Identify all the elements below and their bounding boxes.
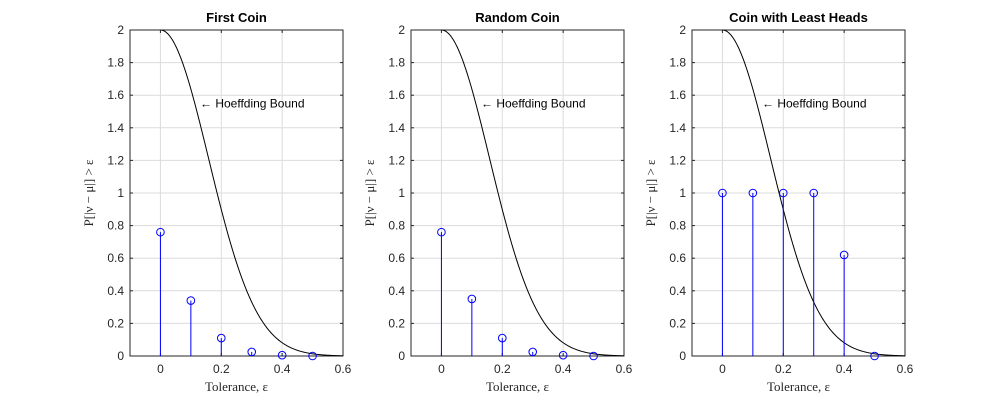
stem-marker	[870, 351, 879, 361]
x-tick-label: 0.6	[897, 362, 914, 376]
y-tick-label: 1.2	[388, 153, 405, 167]
y-tick-label: 2	[117, 23, 124, 37]
stem-marker	[156, 227, 165, 237]
y-tick-label: 0	[117, 349, 124, 363]
x-tick-label: 0.2	[494, 362, 511, 376]
y-tick-label: 1.2	[107, 153, 124, 167]
y-axis-label: P[|ν − μ|] > ε	[362, 159, 377, 227]
y-tick-label: 0.4	[107, 284, 124, 298]
stem-marker	[247, 347, 257, 357]
x-tick-label: 0	[438, 362, 445, 376]
y-tick-label: 1.6	[388, 88, 405, 102]
stem-marker	[308, 351, 317, 361]
chart-panel-3: 0 0.2 0.4 0.6 0 0.2 0.4 0.6 0.8 1 1.2 1.4 1.6 1.8 2 ← H…	[643, 10, 914, 394]
y-tick-label: 0	[398, 349, 405, 363]
chart-panel-2: 0 0.2 0.4 0.6 0 0.2 0.4 0.6 0.8 1 1.2 1.4 1.6 1.8 2 ← H…	[362, 10, 633, 394]
y-axis-label: P[|ν − μ|] > ε	[643, 159, 658, 227]
chart-panel-1: 0 0.2 0.4 0.6 0 0.2 0.4 0.6 0.8 1 1.2 1.4 1.6 1.8 2 ← H…	[81, 10, 352, 394]
x-tick-label: 0.6	[616, 362, 633, 376]
x-axis-label: Tolerance, ε	[205, 379, 269, 394]
y-tick-label: 1.8	[107, 56, 124, 70]
y-tick-label: 0.2	[107, 316, 124, 330]
stem-marker	[277, 350, 287, 360]
stem-marker	[558, 350, 568, 360]
x-tick-label: 0	[157, 362, 164, 376]
x-tick-label: 0.2	[213, 362, 230, 376]
y-tick-label: 1	[117, 186, 124, 200]
stem-marker	[216, 333, 226, 343]
y-tick-label: 1.4	[388, 121, 405, 135]
y-tick-label: 0.4	[669, 284, 686, 298]
hoeffding-bound-curve	[441, 29, 625, 357]
y-tick-label: 0.6	[669, 251, 686, 265]
hoeffding-annotation: ← Hoeffding Bound	[200, 96, 305, 110]
stem-marker	[497, 333, 507, 343]
stem-marker	[718, 188, 727, 198]
y-tick-label: 1	[679, 186, 686, 200]
y-tick-label: 0.8	[669, 219, 686, 233]
y-tick-label: 0.6	[107, 251, 124, 265]
stem-marker	[437, 227, 446, 237]
y-tick-label: 0	[679, 349, 686, 363]
y-tick-label: 1.2	[669, 153, 686, 167]
y-tick-label: 0.4	[388, 284, 405, 298]
hoeffding-annotation: ← Hoeffding Bound	[481, 96, 586, 110]
y-tick-label: 0.8	[388, 219, 405, 233]
hoeffding-annotation: ← Hoeffding Bound	[762, 96, 867, 110]
y-tick-label: 1.6	[107, 88, 124, 102]
y-tick-label: 0.6	[388, 251, 405, 265]
x-tick-label: 0.4	[836, 362, 853, 376]
x-tick-label: 0.4	[274, 362, 291, 376]
chart-title: Random Coin	[475, 10, 560, 25]
x-tick-label: 0.6	[335, 362, 352, 376]
x-tick-label: 0.2	[775, 362, 792, 376]
stem-marker	[839, 250, 849, 260]
y-tick-label: 0.2	[669, 316, 686, 330]
y-tick-label: 0.2	[388, 316, 405, 330]
y-tick-label: 1.4	[107, 121, 124, 135]
chart-title: Coin with Least Heads	[729, 10, 868, 25]
y-tick-label: 1.6	[669, 88, 686, 102]
x-tick-label: 0	[719, 362, 726, 376]
stem-marker	[778, 188, 788, 198]
stem-marker	[809, 188, 819, 198]
stem-marker	[186, 296, 196, 305]
y-tick-label: 0.8	[107, 219, 124, 233]
hoeffding-bound-curve	[160, 29, 344, 357]
y-tick-label: 1	[398, 186, 405, 200]
x-axis-label: Tolerance, ε	[767, 379, 831, 394]
y-tick-label: 1.8	[669, 56, 686, 70]
y-tick-label: 2	[679, 23, 686, 37]
y-tick-label: 1.4	[669, 121, 686, 135]
stem-marker	[748, 188, 758, 198]
x-tick-label: 0.4	[555, 362, 572, 376]
stem-marker	[528, 347, 538, 357]
y-tick-label: 2	[398, 23, 405, 37]
stem-marker	[589, 351, 598, 361]
chart-title: First Coin	[206, 10, 267, 25]
stem-marker	[467, 294, 477, 304]
x-axis-label: Tolerance, ε	[486, 379, 550, 394]
y-axis-label: P[|ν − μ|] > ε	[81, 159, 96, 227]
y-tick-label: 1.8	[388, 56, 405, 70]
